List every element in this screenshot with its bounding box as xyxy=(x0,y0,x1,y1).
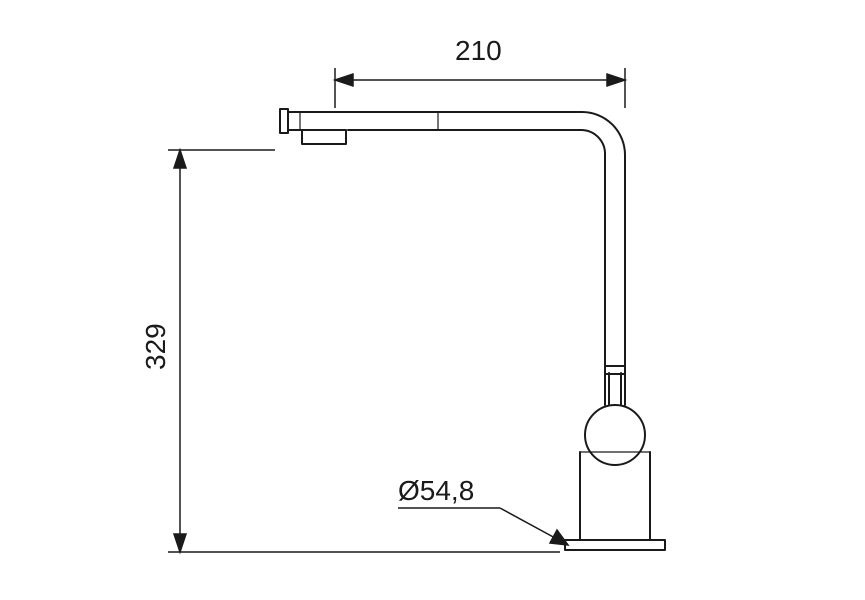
dimension-height-label: 329 xyxy=(140,323,171,370)
dimension-diameter-label: Ø54,8 xyxy=(398,475,474,506)
faucet-bend-inner xyxy=(582,130,605,155)
faucet-lever-cap xyxy=(605,366,625,374)
faucet-knob xyxy=(585,405,645,465)
faucet-base-flange xyxy=(565,540,665,550)
dimension-width-label: 210 xyxy=(455,35,502,66)
dimension-height xyxy=(168,150,560,552)
faucet-end-cap xyxy=(280,109,288,133)
faucet-lever-stem xyxy=(609,373,621,405)
faucet-dimension-diagram: 210 329 Ø54,8 xyxy=(0,0,865,600)
faucet-aerator xyxy=(302,130,346,144)
dimension-width xyxy=(335,68,625,108)
dimension-diameter xyxy=(398,508,568,545)
